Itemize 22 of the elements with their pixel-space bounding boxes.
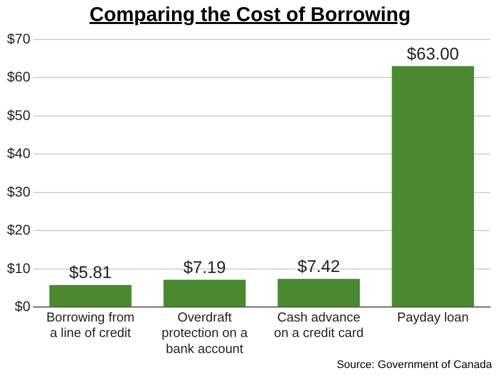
chart-title: Comparing the Cost of Borrowing	[88, 4, 412, 27]
y-tick-label: $70	[7, 30, 31, 46]
data-label: $7.42	[297, 257, 340, 276]
bar	[49, 284, 132, 307]
y-tick-label: $10	[7, 260, 31, 276]
y-tick-label: $60	[7, 68, 31, 85]
bar	[392, 66, 474, 307]
y-tick-label: $50	[7, 106, 31, 123]
data-label: $7.19	[183, 258, 226, 277]
x-tick-label: Overdraft protection on a bank account	[162, 310, 248, 356]
bar	[164, 280, 246, 307]
y-tick-label: $40	[7, 145, 31, 162]
y-tick-label: $20	[7, 222, 31, 238]
x-tick-label: Payday loan	[397, 310, 469, 325]
data-label: $63.00	[406, 44, 459, 64]
y-tick-label: $30	[7, 183, 31, 200]
data-label: $5.81	[69, 263, 112, 282]
x-tick-label: Borrowing from a line of credit	[46, 310, 135, 340]
source-note: Source: Government of Canada	[336, 359, 492, 371]
bar	[278, 278, 360, 307]
x-tick-label: Cash advance on a credit card	[274, 310, 364, 340]
y-tick-label: $0	[14, 298, 31, 314]
